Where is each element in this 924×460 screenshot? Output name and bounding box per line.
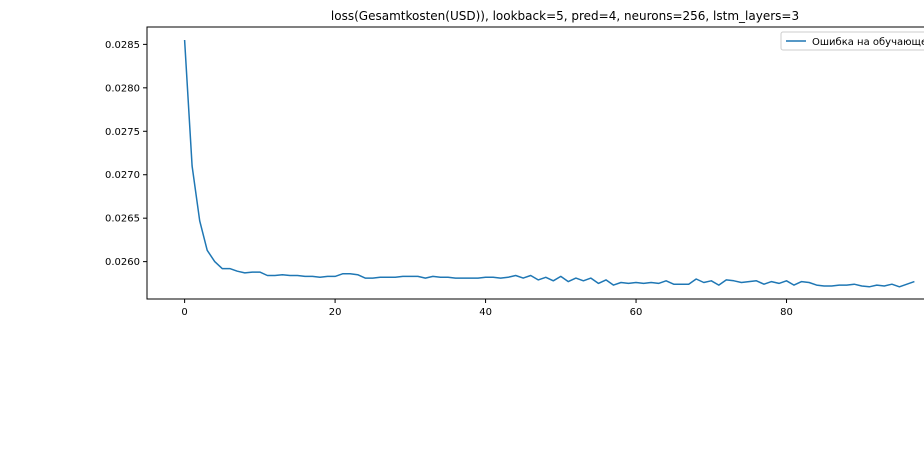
y-tick-label: 0.0270 xyxy=(105,170,140,181)
series-line-loss xyxy=(183,39,915,288)
legend-box xyxy=(780,31,924,51)
series-layer xyxy=(183,39,915,288)
legend-label: Ошибка на обучающе xyxy=(812,37,924,48)
y-tick-label: 0.0260 xyxy=(105,257,140,268)
x-tick-label: 0 xyxy=(181,307,187,318)
x-tick-label: 60 xyxy=(630,307,643,318)
x-axis: 0 20 40 60 80 xyxy=(181,299,793,318)
y-tick-label: 0.0275 xyxy=(105,127,140,138)
chart-title: loss(Gesamtkosten(USD)), lookback=5, pre… xyxy=(331,9,799,23)
x-tick-label: 20 xyxy=(329,307,342,318)
legend: Ошибка на обучающе xyxy=(780,31,924,51)
x-tick-label: 80 xyxy=(780,307,793,318)
plot-frame xyxy=(146,26,924,300)
y-axis: 0.0260 0.0265 0.0270 0.0275 0.0280 0.0285 xyxy=(105,40,147,268)
x-tick-label: 40 xyxy=(479,307,492,318)
y-tick-label: 0.0280 xyxy=(105,83,140,94)
y-tick-label: 0.0285 xyxy=(105,40,140,51)
y-tick-label: 0.0265 xyxy=(105,214,140,225)
